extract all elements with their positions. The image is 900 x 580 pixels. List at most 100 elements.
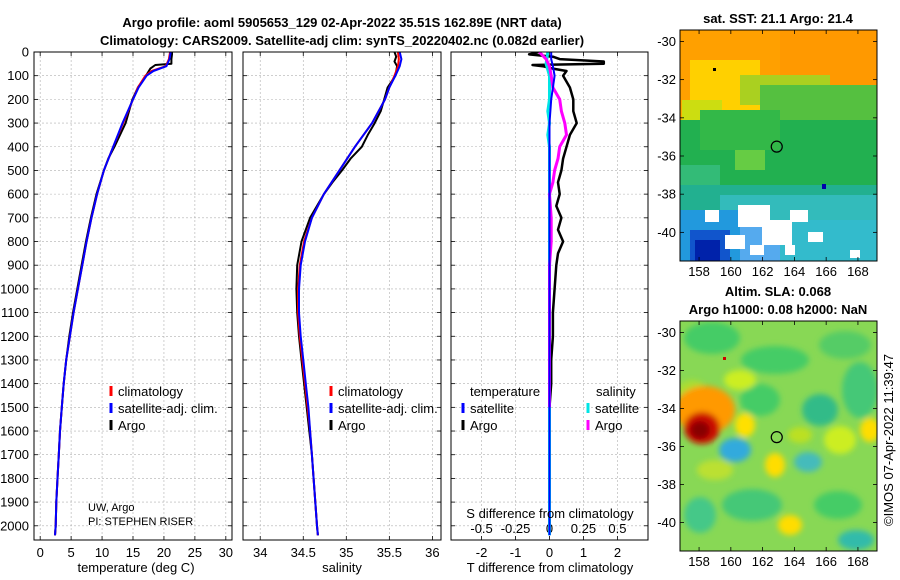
lat-tick-label: -38 (657, 477, 676, 492)
legend-climatology-label: climatology (118, 384, 184, 399)
x-tick-label: 1 (580, 545, 587, 560)
legend-argo-label: Argo (118, 418, 145, 433)
depth-tick-label: 100 (7, 68, 29, 83)
legend-t-argo-label: Argo (470, 418, 497, 433)
depth-tick-label: 1400 (0, 376, 29, 391)
depth-tick-label: 1200 (0, 329, 29, 344)
depth-tick-label: 200 (7, 92, 29, 107)
s-diff-tick-label: 0.25 (571, 521, 596, 536)
lat-tick-label: -34 (657, 110, 676, 125)
depth-tick-label: 1000 (0, 281, 29, 296)
legend-argo-label: Argo (338, 418, 365, 433)
depth-tick-label: 2000 (0, 518, 29, 533)
depth-tick-label: 1500 (0, 400, 29, 415)
x-tick-label: 10 (95, 545, 109, 560)
x-tick-label: 20 (157, 545, 171, 560)
sst-argo-position-marker (770, 140, 783, 153)
imos-credit: ©IMOS 07-Apr-2022 11:39:47 (881, 354, 896, 526)
plot-frame (33, 51, 233, 541)
legend-t-satellite-label: satellite (470, 401, 514, 416)
series-temperature-satellite (548, 52, 556, 536)
depth-tick-label: 0 (22, 45, 29, 60)
depth-tick-label: 700 (7, 210, 29, 225)
difference-legend: temperature salinity satellite Argo sate… (461, 384, 639, 433)
series-group (527, 52, 606, 536)
lat-tick-label: -32 (657, 363, 676, 378)
x-tick-label: 30 (219, 545, 233, 560)
lon-tick-label: 168 (847, 264, 869, 279)
x-tick-label: 2 (614, 545, 621, 560)
s-diff-tick-label: -0.5 (470, 521, 492, 536)
depth-tick-label: 1900 (0, 495, 29, 510)
salinity-panel: 34 34.5 35 35.5 36 (242, 51, 442, 560)
legend-temperature-header: temperature (470, 384, 540, 399)
salinity-xlabel: salinity (322, 560, 362, 575)
lon-tick-label: 164 (784, 264, 806, 279)
lat-tick-label: -38 (657, 187, 676, 202)
lat-tick-label: -30 (657, 325, 676, 340)
depth-tick-label: 1700 (0, 447, 29, 462)
sla-map-image (680, 321, 877, 551)
header-line-1: Argo profile: aoml 5905653_129 02-Apr-20… (122, 15, 561, 30)
x-tick-label: -2 (476, 545, 488, 560)
depth-tick-label: 900 (7, 258, 29, 273)
x-tick-label: 0 (37, 545, 44, 560)
depth-tick-label: 1600 (0, 424, 29, 439)
legend-s-argo-label: Argo (595, 418, 622, 433)
s-diff-tick-label: -0.25 (501, 521, 531, 536)
lat-tick-label: -34 (657, 401, 676, 416)
lon-tick-label: 162 (752, 264, 774, 279)
plot-frame (242, 51, 442, 541)
sla-map-axis-ticks: 158 160 162 164 166 168 -30 -32 -34 -36 -38 -40 (657, 321, 877, 569)
sst-map-axis-ticks: 158 160 162 164 166 168 -30 -32 -34 -36 -38 -40 (657, 30, 877, 279)
depth-tick-label: 1800 (0, 471, 29, 486)
temperature-legend: climatology satellite-adj. clim. Argo (109, 384, 218, 433)
x-tick-label: 15 (126, 545, 140, 560)
legend-satellite-label: satellite-adj. clim. (338, 401, 438, 416)
lat-tick-label: -40 (657, 225, 676, 240)
lat-tick-label: -32 (657, 72, 676, 87)
s-diff-tick-label: 0.5 (608, 521, 626, 536)
sla-argo-position-marker (770, 431, 783, 444)
temperature-panel: 0 5 10 15 20 25 30 (33, 51, 233, 560)
series-satellite-adj-clim- (54, 52, 172, 536)
difference-panel: -2 -1 0 1 2-0.5 -0.25 0 0.25 0.5 (450, 51, 649, 560)
sst-map-image (680, 30, 877, 261)
x-tick-label: -1 (510, 545, 522, 560)
legend-satellite-label: satellite-adj. clim. (118, 401, 218, 416)
legend-s-satellite-label: satellite (595, 401, 639, 416)
legend-climatology-label: climatology (338, 384, 404, 399)
series-temperature-argo (527, 52, 606, 408)
series-satellite-adj-clim- (298, 52, 403, 536)
depth-tick-label: 500 (7, 163, 29, 178)
depth-tick-label: 400 (7, 139, 29, 154)
t-difference-xlabel: T difference from climatology (467, 560, 634, 575)
lon-tick-label: 164 (784, 554, 806, 569)
series-group (295, 52, 403, 536)
lon-tick-label: 158 (688, 554, 710, 569)
annotation-institution: UW, Argo (88, 502, 134, 514)
series-salinity-argo (538, 52, 568, 408)
sst-map-frame (679, 29, 878, 262)
series-argo (54, 52, 173, 536)
depth-tick-label: 1300 (0, 352, 29, 367)
plot-frame (450, 51, 649, 541)
x-tick-label: 34.5 (291, 545, 316, 560)
x-tick-label: 34 (253, 545, 267, 560)
sla-map-frame (679, 320, 878, 552)
header-line-2: Climatology: CARS2009. Satellite-adj cli… (100, 33, 584, 48)
lon-tick-label: 168 (847, 554, 869, 569)
lon-tick-label: 158 (688, 264, 710, 279)
lat-tick-label: -40 (657, 515, 676, 530)
lat-tick-label: -36 (657, 149, 676, 164)
series-group (54, 52, 173, 536)
s-difference-xlabel: S difference from climatology (466, 506, 634, 521)
x-tick-label: 35.5 (377, 545, 402, 560)
x-tick-label: 35 (339, 545, 353, 560)
temperature-xlabel: temperature (deg C) (77, 560, 194, 575)
sla-map-title-2: Argo h1000: 0.08 h2000: NaN (689, 302, 867, 317)
lon-tick-label: 162 (752, 554, 774, 569)
depth-tick-label: 800 (7, 234, 29, 249)
sst-missing-data (705, 205, 860, 258)
lon-tick-label: 160 (720, 264, 742, 279)
